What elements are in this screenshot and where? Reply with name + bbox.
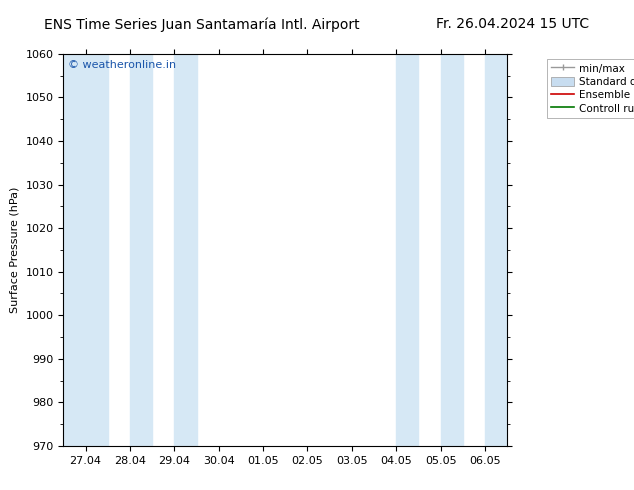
Bar [174, 54, 197, 446]
Bar [396, 54, 418, 446]
Bar [485, 54, 507, 446]
Text: © weatheronline.in: © weatheronline.in [68, 60, 176, 70]
Bar [441, 54, 463, 446]
Legend: min/max, Standard deviation, Ensemble mean run, Controll run: min/max, Standard deviation, Ensemble me… [547, 59, 634, 118]
Y-axis label: Surface Pressure (hPa): Surface Pressure (hPa) [10, 187, 20, 313]
Bar [63, 54, 108, 446]
Text: ENS Time Series Juan Santamaría Intl. Airport: ENS Time Series Juan Santamaría Intl. Ai… [44, 17, 360, 32]
Bar [130, 54, 152, 446]
Text: Fr. 26.04.2024 15 UTC: Fr. 26.04.2024 15 UTC [436, 17, 590, 31]
